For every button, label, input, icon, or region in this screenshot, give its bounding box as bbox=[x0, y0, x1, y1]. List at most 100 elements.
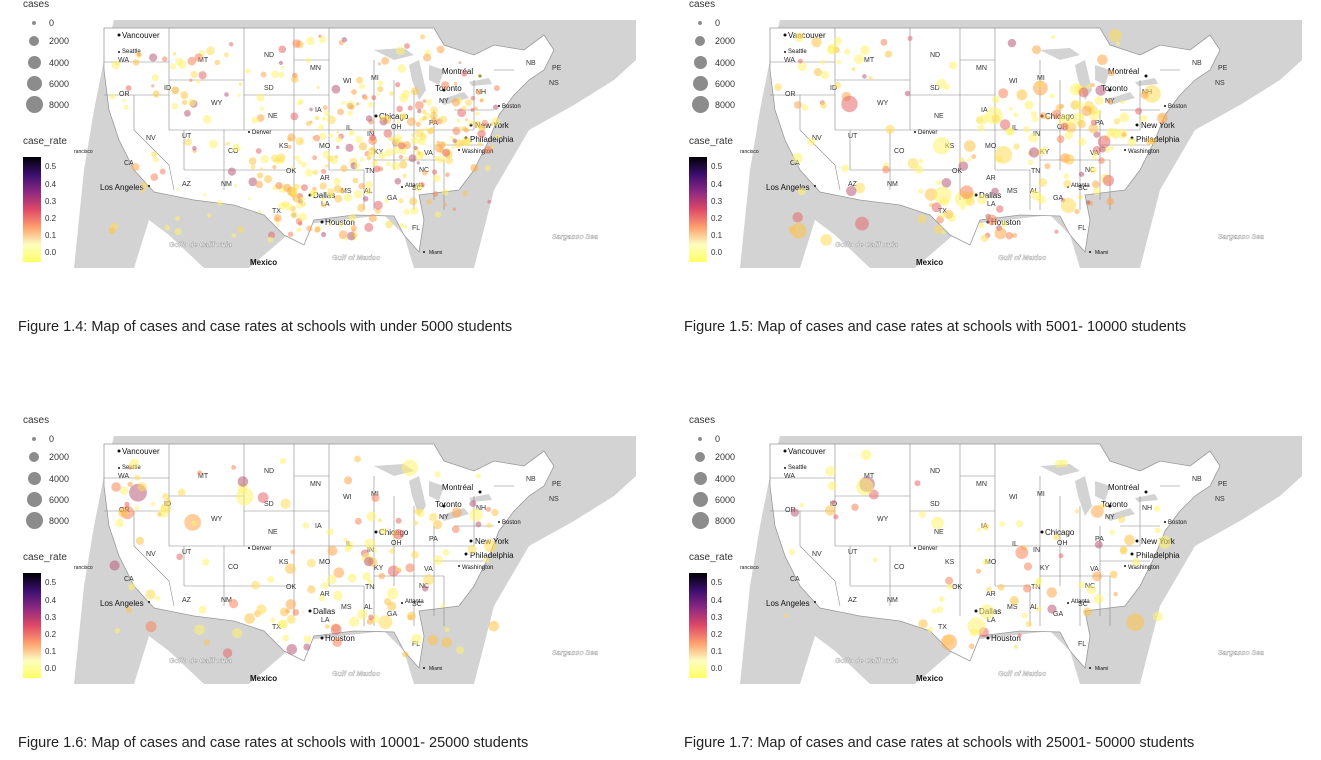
school-point bbox=[1028, 147, 1040, 158]
school-point bbox=[1078, 171, 1085, 177]
school-point bbox=[409, 197, 418, 206]
school-point bbox=[1054, 229, 1059, 234]
school-point bbox=[395, 46, 405, 56]
school-point bbox=[811, 37, 822, 48]
size-legend-item: 0 bbox=[689, 434, 720, 444]
us-map[interactable]: WA OR CA ID NV MT WY UT AZ CO NM ND SD N… bbox=[740, 20, 1302, 268]
school-point bbox=[1009, 596, 1019, 606]
school-point bbox=[442, 188, 449, 196]
school-point bbox=[994, 146, 1013, 164]
school-point bbox=[399, 112, 407, 120]
us-map[interactable]: WA OR CA ID NV MT WY UT AZ CO NM ND SD N… bbox=[74, 436, 636, 684]
size-legend-item: 4000 bbox=[23, 56, 69, 69]
state-label: PA bbox=[1095, 536, 1104, 543]
city-label: Montréal bbox=[1108, 67, 1139, 76]
school-point bbox=[853, 54, 865, 65]
city-label: Toronto bbox=[435, 84, 462, 93]
school-point bbox=[833, 514, 839, 520]
state-label: MO bbox=[319, 143, 331, 150]
state-label: MN bbox=[976, 481, 987, 488]
size-legend-title: cases bbox=[689, 0, 716, 10]
school-point bbox=[1060, 459, 1069, 468]
state-label: NV bbox=[812, 135, 822, 142]
school-point bbox=[195, 79, 201, 84]
school-point bbox=[445, 172, 450, 178]
gulf-of-california bbox=[800, 220, 870, 268]
size-legend-item: 4000 bbox=[23, 472, 69, 485]
school-point bbox=[868, 75, 873, 81]
city-label: Vancouver bbox=[122, 447, 160, 456]
state-label: WY bbox=[211, 516, 223, 523]
school-point bbox=[1046, 587, 1057, 598]
us-map[interactable]: WA OR CA ID NV MT WY UT AZ CO NM ND SD N… bbox=[740, 436, 1302, 684]
school-point bbox=[404, 156, 409, 161]
school-point bbox=[368, 614, 374, 621]
figure-caption: Figure 1.4: Map of cases and case rates … bbox=[18, 319, 513, 335]
school-point bbox=[828, 43, 839, 55]
state-label: IN bbox=[367, 131, 374, 138]
state-label: MI bbox=[371, 75, 379, 82]
school-point bbox=[362, 572, 371, 581]
school-point bbox=[433, 555, 443, 565]
school-point bbox=[296, 100, 302, 106]
city-label: Atlanta bbox=[405, 599, 424, 605]
school-point bbox=[1092, 571, 1102, 582]
school-point bbox=[272, 164, 277, 170]
state-label: VA bbox=[424, 150, 433, 157]
school-point bbox=[918, 619, 928, 629]
school-point bbox=[1024, 100, 1034, 110]
school-point bbox=[330, 624, 342, 635]
school-point bbox=[237, 93, 241, 97]
size-legend-item: 2000 bbox=[689, 36, 735, 46]
size-legend-item: 0 bbox=[23, 434, 54, 444]
state-label: KY bbox=[1040, 149, 1050, 156]
school-point bbox=[398, 198, 404, 204]
school-point bbox=[302, 522, 310, 529]
school-point bbox=[820, 234, 833, 246]
school-point bbox=[1081, 105, 1092, 117]
state-label: GA bbox=[387, 611, 397, 618]
school-point bbox=[483, 557, 490, 563]
school-point bbox=[461, 70, 468, 77]
city-label: Chicago bbox=[1045, 528, 1075, 537]
state-label: NE bbox=[934, 529, 944, 536]
school-point bbox=[348, 213, 357, 222]
us-map[interactable]: WA OR CA ID NV MT WY UT AZ CO NM ND SD N… bbox=[74, 20, 636, 268]
school-point bbox=[1035, 577, 1043, 584]
school-point bbox=[441, 81, 450, 90]
school-point bbox=[236, 487, 254, 506]
state-label: OK bbox=[286, 584, 296, 591]
school-point bbox=[1099, 503, 1106, 510]
school-point bbox=[1060, 122, 1069, 131]
school-point bbox=[407, 105, 413, 111]
misc-label: rancisco bbox=[740, 565, 759, 571]
school-point bbox=[419, 153, 424, 159]
school-point bbox=[298, 184, 302, 188]
school-point bbox=[257, 172, 264, 179]
state-label: TN bbox=[1031, 584, 1040, 591]
school-point bbox=[1109, 529, 1116, 536]
school-point bbox=[414, 128, 424, 138]
school-point bbox=[271, 70, 279, 79]
school-point bbox=[1016, 89, 1028, 101]
school-point bbox=[820, 102, 827, 109]
school-point bbox=[316, 85, 320, 90]
state-label: IN bbox=[367, 547, 374, 554]
school-point bbox=[422, 99, 427, 103]
school-point bbox=[379, 527, 388, 535]
size-legend-item: 2000 bbox=[689, 452, 735, 462]
school-point bbox=[343, 193, 352, 202]
school-point bbox=[248, 177, 258, 187]
school-point bbox=[933, 136, 951, 155]
school-point bbox=[451, 507, 462, 518]
school-point bbox=[364, 222, 374, 232]
school-point bbox=[904, 90, 911, 97]
school-point bbox=[118, 508, 128, 518]
school-point bbox=[964, 140, 976, 152]
school-point bbox=[1013, 644, 1018, 649]
school-point bbox=[469, 500, 477, 507]
state-label: ND bbox=[930, 468, 940, 475]
state-label: UT bbox=[182, 549, 192, 556]
school-point bbox=[385, 220, 393, 229]
school-point bbox=[306, 225, 313, 232]
